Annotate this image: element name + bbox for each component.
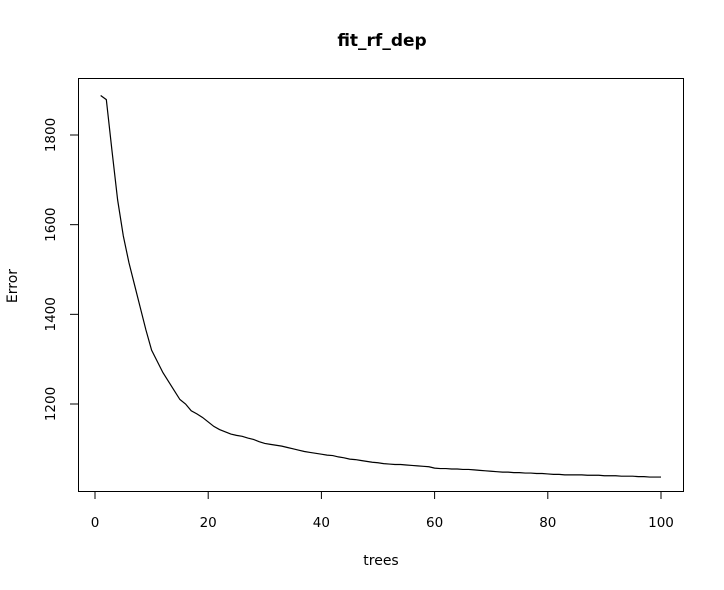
y-tick-label: 1200 bbox=[43, 387, 59, 421]
x-tick-label: 80 bbox=[539, 515, 556, 531]
y-axis: 1200 1400 1600 1800 bbox=[43, 118, 79, 421]
x-axis: 0 20 40 60 80 100 bbox=[91, 491, 674, 531]
x-axis-label: trees bbox=[363, 553, 398, 569]
y-tick-label: 1800 bbox=[43, 118, 59, 152]
y-axis-label: Error bbox=[5, 269, 21, 303]
series-line bbox=[100, 95, 661, 478]
x-tick-label: 100 bbox=[648, 515, 674, 531]
x-tick-label: 20 bbox=[200, 515, 217, 531]
y-tick-label: 1400 bbox=[43, 297, 59, 331]
chart-title: fit_rf_dep bbox=[337, 31, 426, 51]
plot-box bbox=[78, 78, 684, 492]
x-tick-label: 0 bbox=[91, 515, 100, 531]
x-tick-label: 40 bbox=[313, 515, 330, 531]
y-tick-label: 1600 bbox=[43, 207, 59, 241]
x-tick-label: 60 bbox=[426, 515, 443, 531]
